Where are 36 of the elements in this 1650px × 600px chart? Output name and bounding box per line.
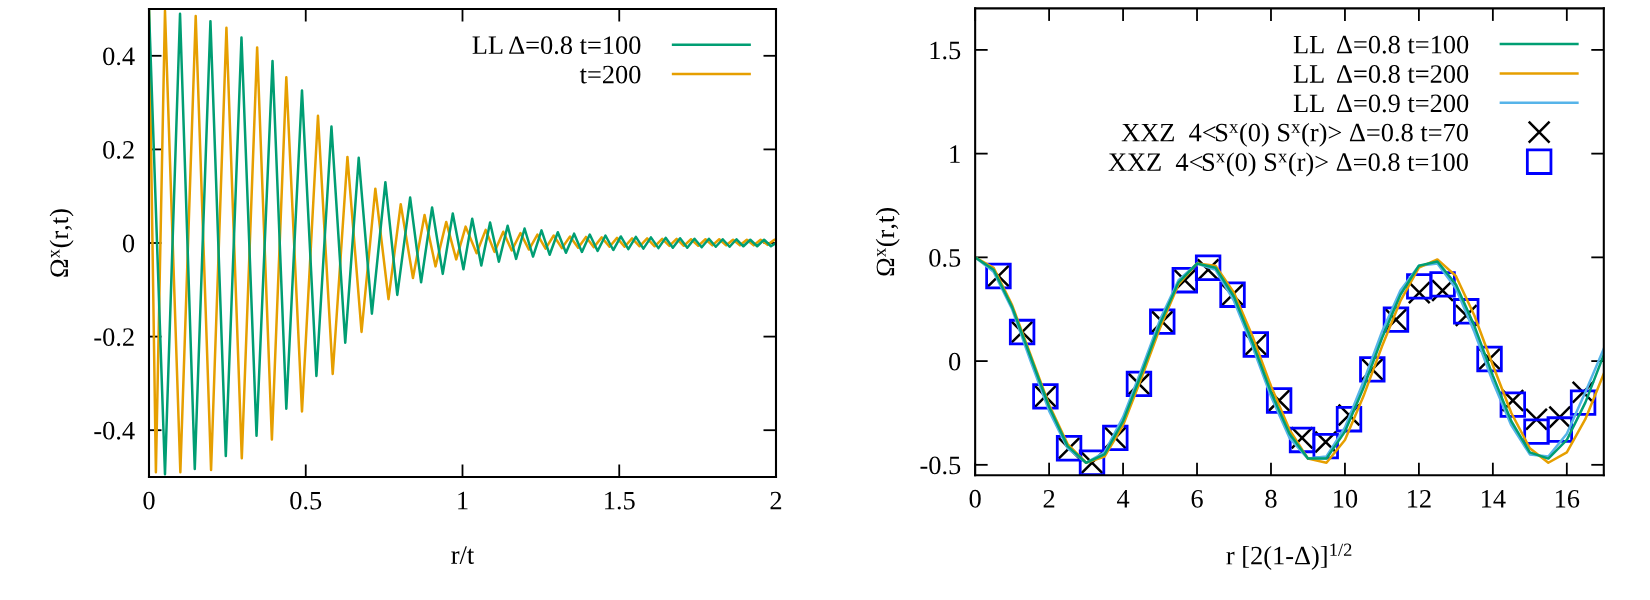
y-tick-label: -0.2	[94, 328, 134, 347]
legend-label: LL Δ=0.8 t=100	[472, 36, 641, 55]
legend-label: t=200	[579, 65, 641, 84]
y-tick-label: -0.5	[920, 456, 961, 475]
y-tick-label: 0	[122, 234, 135, 253]
x-tick-label: 0	[143, 491, 155, 510]
x-tick-label: 8	[1265, 489, 1277, 508]
x-tick-label: 12	[1408, 489, 1431, 508]
y-tick-label: 1	[950, 145, 960, 163]
legend-label: LL Δ=0.8 t=200	[1293, 65, 1469, 84]
x-tick-label: 2	[770, 491, 782, 510]
legend-label: LL Δ=0.8 t=100	[1293, 35, 1469, 54]
x-tick-label: 14	[1481, 489, 1506, 508]
x-axis-title: r/t	[451, 546, 475, 564]
x-tick-label: 2	[1043, 489, 1055, 508]
x-tick-label: 6	[1191, 489, 1203, 508]
x-tick-label: 1.5	[605, 491, 635, 510]
line-series	[975, 256, 1604, 464]
y-tick-label: 0.2	[103, 141, 134, 159]
x-axis-title: r [2(1-Δ)]$^{1/2}$	[1226, 543, 1352, 570]
x-tick-label: 4	[1116, 490, 1130, 508]
y-tick-label: 0	[949, 352, 961, 371]
x-tick-label: 0.5	[290, 491, 322, 510]
legend-label: LL Δ=0.9 t=200	[1293, 94, 1469, 113]
y-tick-label: -0.4	[94, 421, 135, 440]
x-tick-label: 0	[969, 489, 981, 508]
x-tick-label: 1	[458, 491, 468, 510]
y-tick-label: 0.5	[929, 248, 961, 267]
legend-label: XXZ 4<S$^{x}$(0) S$^{x}$(r)> Δ=0.8 t=100	[1108, 152, 1468, 177]
y-axis-title: Ω$^{x}$(r,t)	[875, 208, 900, 276]
x-tick-label: 10	[1334, 489, 1358, 508]
y-tick-label: 0.4	[103, 47, 135, 66]
x-tick-label: 16	[1555, 489, 1580, 508]
y-tick-label: 1.5	[930, 41, 961, 60]
legend-label: XXZ 4<S$^{x}$(0) S$^{x}$(r)> Δ=0.8 t=70	[1121, 122, 1468, 147]
y-axis-title: Ω$^{x}$(r,t)	[49, 209, 74, 277]
